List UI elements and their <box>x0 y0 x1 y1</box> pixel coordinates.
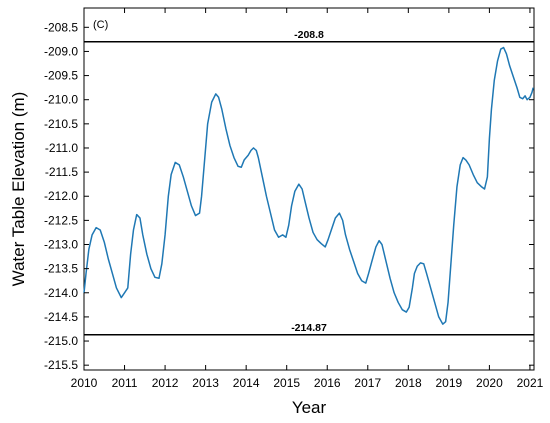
plot-frame <box>83 7 535 371</box>
y-tick-label: -213.5 <box>44 262 78 276</box>
x-tick-label: 2012 <box>152 376 179 390</box>
y-tick-label: -209.5 <box>44 69 78 83</box>
x-tick-label: 2017 <box>354 376 381 390</box>
x-tick-label: 2020 <box>476 376 503 390</box>
y-axis-title: Water Table Elevation (m) <box>9 92 28 287</box>
x-tick-label: 2011 <box>112 376 138 390</box>
y-tick-label: -211.0 <box>45 141 78 155</box>
y-tick-label: -210.5 <box>44 117 78 131</box>
x-tick-label: 2013 <box>192 376 219 390</box>
x-axis: 2010 2011 2012 2013 2014 2015 2016 2017 2018 2019… <box>71 8 544 390</box>
reference-lines: -208.8 -214.87 <box>84 29 534 336</box>
y-tick-label: -213.0 <box>44 238 78 252</box>
x-axis-title: Year <box>292 398 327 417</box>
y-tick-label: -214.0 <box>44 286 78 300</box>
x-tick-label: 2019 <box>436 376 463 390</box>
y-tick-label: -215.5 <box>44 358 78 372</box>
reference-line-label: -208.8 <box>294 29 324 41</box>
x-tick-label: 2010 <box>71 376 98 390</box>
y-tick-label: -209.0 <box>44 44 78 58</box>
x-tick-label: 2018 <box>395 376 422 390</box>
x-tick-label: 2016 <box>314 376 341 390</box>
y-tick-label: -212.0 <box>44 189 78 203</box>
reference-line-label: -214.87 <box>291 322 327 334</box>
y-tick-label: -212.5 <box>44 213 78 227</box>
panel-label: (C) <box>93 19 108 31</box>
y-tick-label: -211.5 <box>45 165 78 179</box>
x-tick-label: 2015 <box>273 376 300 390</box>
y-tick-label: -215.0 <box>44 334 78 348</box>
x-tick-label: 2021 <box>517 376 544 390</box>
y-axis: -208.5 -209.0 -209.5 -210.0 -210.5 -211.0 -211… <box>44 20 534 372</box>
x-tick-label: 2014 <box>233 376 260 390</box>
y-tick-label: -210.0 <box>44 93 78 107</box>
series-line <box>83 46 534 325</box>
y-tick-label: -208.5 <box>44 20 78 34</box>
series-group <box>83 46 534 325</box>
y-tick-label: -214.5 <box>44 310 78 324</box>
